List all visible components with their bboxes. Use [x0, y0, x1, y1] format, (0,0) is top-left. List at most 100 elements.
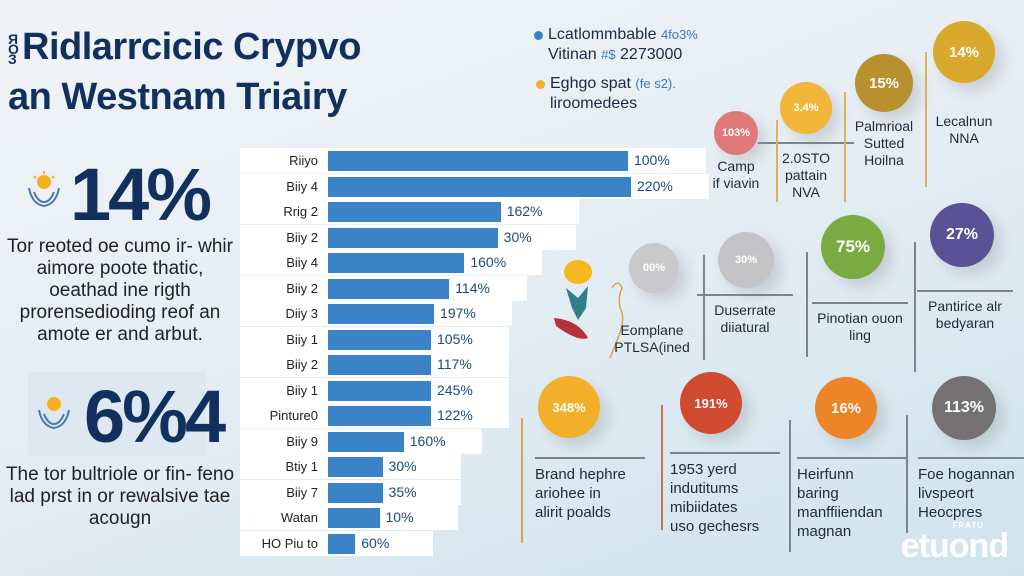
caption-line: if viavin — [712, 175, 760, 191]
caption-divider — [812, 302, 908, 304]
circle-value: 00% — [642, 262, 666, 274]
bar-category-label: Biiy 2 — [286, 357, 318, 372]
bar-category-label: Biiy 2 — [286, 280, 318, 296]
sun-hands-icon — [26, 170, 62, 215]
bar — [328, 355, 432, 375]
circle-caption: Pinotian ouon ling — [800, 310, 920, 344]
bar-category-label: Btiy 1 — [285, 459, 318, 474]
legend-dot-icon — [536, 80, 545, 89]
stat-circle: 191% — [680, 372, 742, 434]
stat-circle: 14% — [933, 21, 995, 83]
circle-value: 3.4% — [793, 102, 819, 114]
page-title: ЯОЗ Ridlarrcicic Crypvo an Westnam Triair… — [8, 22, 361, 122]
caption-line: NVA — [792, 184, 820, 200]
bar-category-label: Biiy 1 — [286, 382, 318, 398]
caption-line: pattain — [784, 167, 828, 183]
logo-small: FRATU — [952, 521, 984, 530]
bar — [328, 482, 383, 503]
bar-row: Rrig 2 162% — [240, 199, 579, 224]
caption-line: alirit poalds — [535, 504, 611, 521]
caption-line: baring — [797, 485, 839, 502]
circle-caption: Brand hephre ariohee in alirit poalds — [535, 465, 626, 522]
bar-row: Riiyo 100% — [240, 148, 706, 173]
caption-line: bedyaran — [935, 315, 995, 331]
caption-line: Camp — [717, 158, 755, 174]
caption-line: Pinotian ouon — [817, 310, 903, 326]
circle-value: 16% — [830, 399, 862, 417]
bar-row: Biiy 2 114% — [240, 275, 528, 301]
legend-accent: 4fo3% — [660, 27, 698, 42]
stat-circle: 30% — [718, 232, 774, 288]
caption-line: Sutted — [863, 135, 905, 151]
caption-line: livspeort — [918, 485, 974, 502]
caption-line: ariohee in — [535, 485, 601, 502]
circle-value: 348% — [552, 399, 586, 415]
bar — [328, 304, 435, 324]
bar-value-label: 105% — [437, 330, 473, 347]
bar-value-label: 122% — [437, 407, 473, 423]
legend-value: 2273000 — [620, 46, 683, 63]
stat-panel — [28, 372, 206, 456]
stat-circle: 15% — [855, 54, 913, 112]
bar-value-label: 160% — [470, 254, 507, 270]
bar-value-label: 220% — [637, 177, 673, 194]
legend-text: Eghgo spat — [550, 75, 631, 92]
bar — [328, 227, 498, 248]
bar-row: Biiy 1 245% — [240, 377, 510, 403]
caption-line: PTLSA(ined — [614, 339, 690, 355]
connector-line — [806, 252, 808, 357]
caption-line: Brand hephre — [535, 466, 626, 483]
circle-caption: Camp if viavin — [676, 158, 796, 192]
connector-line — [906, 415, 908, 533]
circle-value: 14% — [948, 43, 980, 61]
bar-category-label: Biiy 2 — [286, 229, 318, 245]
bar-category-label: Biiy 4 — [286, 178, 318, 194]
bar-category-label: Diiy 3 — [285, 306, 318, 321]
title-line-2: an Westnam Triairy — [8, 76, 347, 118]
bar — [328, 202, 501, 222]
bar — [328, 253, 465, 273]
caption-divider — [670, 452, 780, 454]
legend-text: liroomedees — [550, 95, 638, 112]
caption-line: ling — [849, 327, 871, 343]
bar-row: Pinture0 122% — [240, 403, 510, 428]
caption-line: indutitums — [670, 480, 739, 497]
bar-category-label: Riiyo — [289, 153, 318, 168]
stat-circle: 3.4% — [780, 82, 832, 134]
legend-item-1: Lcatlommbable 4fo3% Vitinan #$ 2273000 — [534, 25, 698, 65]
stat-circle: 75% — [821, 215, 885, 279]
circle-value: 27% — [945, 226, 979, 243]
bar-category-label: Biiy 9 — [286, 433, 318, 449]
caption-line: magnan — [797, 523, 852, 540]
logo-text: etuond — [900, 527, 1009, 565]
bar-value-label: 114% — [455, 279, 490, 296]
circle-caption: Duserrate diiatural — [685, 302, 805, 336]
circle-caption: Heirfunn baring manffiiendan magnan — [797, 465, 883, 541]
bar-value-label: 100% — [633, 152, 670, 168]
caption-line: uso gechesrs — [670, 518, 760, 535]
bar — [328, 151, 628, 171]
circle-caption: Lecalnun NNA — [904, 113, 1024, 147]
stat-circle: 27% — [930, 203, 994, 267]
bar-row: HO Piu to 60% — [240, 530, 434, 556]
caption-divider — [758, 142, 854, 144]
legend-text: Lcatlommbable — [548, 26, 657, 43]
bar — [328, 380, 432, 401]
bar-row: Biiy 4 220% — [240, 173, 709, 199]
circle-caption: Foe hogannan livspeort Heocpres — [918, 465, 1015, 522]
circle-value: 30% — [734, 254, 758, 266]
legend-accent: (fe s2). — [635, 76, 676, 91]
caption-line: diiatural — [720, 319, 770, 335]
bar-value-label: 30% — [388, 458, 417, 474]
connector-line — [521, 418, 523, 543]
connector-line — [925, 52, 927, 187]
bar — [328, 176, 631, 197]
person-illustration — [548, 258, 648, 373]
bar-row: Biiy 2 117% — [240, 352, 510, 377]
bar — [328, 329, 432, 350]
connector-line — [661, 405, 663, 530]
circle-value: 103% — [721, 127, 751, 139]
circle-value: 75% — [835, 237, 871, 256]
bar-value-label: 10% — [385, 509, 414, 525]
bar-row: Biiy 4 160% — [240, 250, 543, 275]
